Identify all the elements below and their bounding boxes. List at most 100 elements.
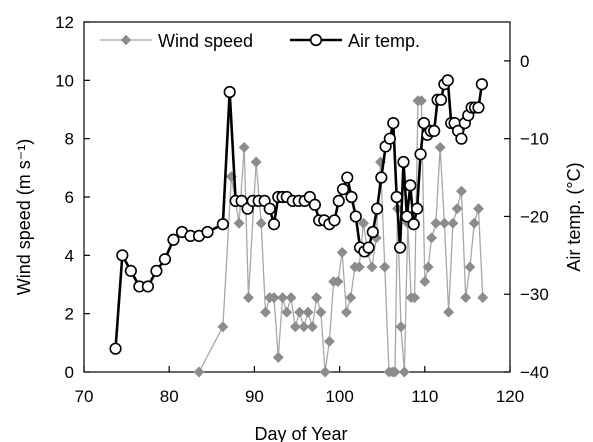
- wind-speed-point: [332, 276, 344, 288]
- y-tick-label-left: 2: [65, 305, 74, 324]
- x-tick-label: 120: [496, 387, 524, 406]
- y-tick-label-left: 8: [65, 130, 74, 149]
- air-temp-point: [336, 183, 350, 196]
- air-temp-point: [397, 155, 410, 169]
- wind-speed-point: [294, 306, 306, 318]
- wind-speed-point: [422, 261, 434, 273]
- wind-speed-point: [468, 217, 480, 229]
- series-air-temp: [109, 74, 488, 355]
- air-temp-point: [349, 210, 362, 223]
- series-wind-speed: [193, 95, 489, 378]
- air-temp-point: [455, 132, 468, 145]
- wind-speed-point: [259, 306, 272, 318]
- wind-speed-point: [395, 321, 407, 333]
- air-temp-point: [158, 253, 172, 266]
- air-temp-point: [223, 85, 236, 99]
- wind-speed-point: [340, 306, 352, 318]
- wind-speed-point: [409, 292, 421, 304]
- wind-speed-point: [472, 203, 485, 215]
- air-temp-point: [116, 249, 129, 262]
- wind-speed-point: [460, 292, 472, 304]
- air-temp-point: [366, 225, 379, 239]
- wind-speed-point: [430, 217, 442, 229]
- air-temp-point: [441, 74, 454, 87]
- wind-speed-line: [198, 100, 484, 373]
- wind-speed-point: [455, 185, 467, 197]
- air-temp-point: [328, 214, 341, 227]
- air-temp-point: [216, 218, 229, 231]
- axes: 70 80 90 100 110 120 0 2 4 6 8 10 12 −40 −30 −20 −10 0: [55, 13, 549, 406]
- air-temp-point: [263, 202, 276, 215]
- air-temp-point: [393, 241, 407, 254]
- wind-speed-point: [302, 306, 314, 318]
- air-temp-point: [407, 218, 420, 231]
- wind-speed-point: [426, 232, 438, 244]
- wind-speed-point: [238, 141, 250, 153]
- wind-speed-point: [285, 292, 297, 304]
- wind-speed-point: [434, 141, 446, 153]
- wind-speed-point: [477, 292, 489, 304]
- wind-speed-point: [298, 321, 310, 333]
- y-tick-label-left: 10: [55, 71, 74, 90]
- air-temp-point: [383, 132, 396, 145]
- air-temp-point: [472, 101, 485, 114]
- air-temp-point: [434, 93, 448, 106]
- wind-speed-point: [311, 292, 323, 304]
- x-tick-label: 110: [411, 387, 438, 406]
- air-temp-point: [400, 210, 414, 223]
- wind-speed-point: [419, 276, 431, 288]
- wind-speed-point: [272, 351, 284, 363]
- air-temp-point: [341, 171, 354, 184]
- air-temp-point: [332, 194, 345, 207]
- air-temp-point: [411, 202, 424, 215]
- x-tick-label: 70: [75, 387, 94, 406]
- wind-speed-point: [276, 292, 289, 304]
- wind-speed-point: [353, 261, 365, 273]
- wind-speed-point: [193, 366, 205, 378]
- wind-speed-point: [451, 203, 463, 215]
- wind-speed-point: [464, 261, 476, 273]
- wind-speed-point: [398, 366, 410, 378]
- air-temp-point: [375, 171, 388, 184]
- wind-speed-point: [323, 335, 335, 347]
- air-temp-point: [417, 117, 431, 130]
- air-temp-point: [362, 241, 375, 254]
- y-tick-label-left: 6: [65, 188, 74, 207]
- x-tick-label: 90: [245, 387, 264, 406]
- wind-speed-point: [415, 95, 427, 107]
- wind-speed-point: [319, 366, 331, 378]
- legend-temp-marker: [309, 33, 323, 47]
- air-temp-point: [475, 78, 488, 91]
- legend-temp-label: Air temp.: [348, 31, 420, 51]
- air-temp-point: [308, 198, 321, 211]
- air-temp-point: [150, 264, 163, 277]
- air-temp-point: [267, 218, 281, 231]
- x-tick-label: 80: [160, 387, 179, 406]
- air-temp-point: [428, 124, 441, 137]
- wind-speed-point: [447, 217, 459, 229]
- wind-speed-point: [217, 321, 229, 333]
- wind-speed-point: [357, 217, 370, 229]
- x-tick-label: 100: [325, 387, 353, 406]
- x-axis-title: Day of Year: [254, 424, 347, 442]
- legend-box: [94, 26, 449, 54]
- wind-speed-point: [268, 292, 280, 304]
- wind-speed-point: [255, 217, 267, 229]
- legend-wind-label: Wind speed: [158, 31, 253, 51]
- wind-speed-point: [315, 306, 327, 318]
- air-temp-point: [404, 179, 417, 192]
- wind-speed-point: [289, 321, 301, 333]
- air-temp-point: [387, 117, 400, 130]
- y-tick-label-left: 12: [55, 13, 74, 32]
- wind-speed-point: [242, 292, 254, 304]
- air-temp-point: [109, 342, 122, 355]
- air-temp-point: [414, 148, 427, 161]
- wind-speed-point: [250, 156, 262, 168]
- y-tick-label-right: −30: [520, 285, 549, 304]
- y-tick-label-right: −40: [520, 363, 549, 382]
- legend-wind-marker: [120, 34, 132, 46]
- y-tick-label-right: −10: [520, 130, 549, 149]
- air-temp-point: [141, 280, 154, 293]
- legend: Wind speed Air temp.: [94, 26, 449, 54]
